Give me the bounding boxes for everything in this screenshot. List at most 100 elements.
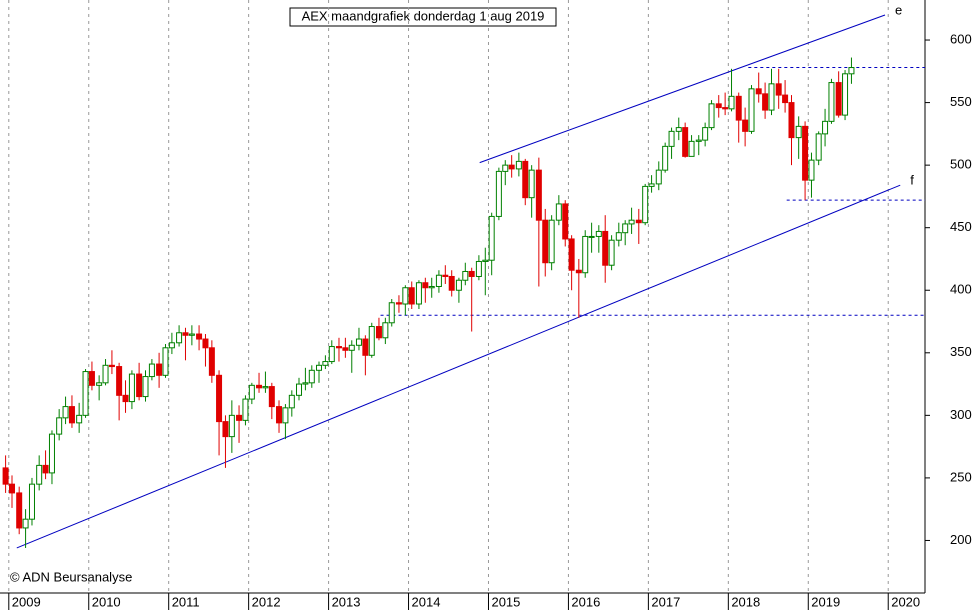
candle-body [408,287,415,305]
candle-body [308,369,315,384]
candle-body [148,363,155,378]
candle-body [236,414,243,421]
candle-body [508,164,515,170]
x-tick-label: 2012 [252,594,281,609]
candle-body [662,145,669,171]
candle-body [535,169,542,221]
candle-body [488,215,495,261]
candle-body [682,127,689,157]
candle-body [48,433,55,474]
candle-body [342,347,349,351]
candle-body [675,127,682,132]
candle-body [635,219,642,224]
candle-body [76,414,83,424]
y-tick-label: 350 [950,344,972,359]
candle-body [202,338,209,349]
y-tick-label: 200 [950,532,972,547]
copyright: © ADN Beursanalyse [10,569,132,584]
candle-body [142,376,149,398]
candle-body [248,384,255,400]
x-tick-label: 2015 [491,594,520,609]
candle-body [588,235,595,238]
candle-body [648,183,655,187]
candle-body [608,239,615,266]
candle-body [128,373,135,403]
candle-body [375,326,382,339]
candle-body [602,230,609,266]
candle-body [788,102,795,139]
candle-body [482,259,489,262]
candle-body [795,125,802,139]
candle-body [695,139,702,142]
chart-title: AEX maandgrafiek donderdag 1 aug 2019 [302,8,545,23]
candle-body [162,347,169,376]
candle-body [156,363,163,376]
candle-body [208,347,215,376]
candle-body [88,371,95,386]
candle-body [42,464,49,474]
candle-body [728,95,735,110]
title-box [289,7,557,27]
candle-body [808,159,815,181]
candle-body [828,82,835,122]
candle-body [815,133,822,161]
y-tick-label: 250 [950,469,972,484]
candle-body [315,364,322,371]
candle-body [56,417,63,435]
candle-body [168,342,175,349]
candle-body [388,302,395,324]
candle-body [555,203,562,221]
x-tick-label: 2009 [12,594,41,609]
candle-body [256,384,263,389]
candle-body [448,275,455,291]
trend-label: f [910,173,914,188]
x-tick-label: 2019 [811,594,840,609]
candle-body [442,274,449,277]
candle-body [122,394,129,403]
candle-body [196,333,203,340]
candle-body [422,282,429,289]
candle-body [782,94,789,104]
y-tick-label: 600 [950,31,972,46]
candle-body [835,82,842,116]
candle-body [595,230,602,237]
x-tick-label: 2020 [891,594,920,609]
candle-body [188,333,195,336]
trend-label: e [895,2,902,17]
candle-body [748,88,755,132]
candle-body [722,107,729,110]
candle-body [495,170,502,217]
candle-body [768,83,775,111]
candle-body [62,406,69,419]
candle-body [302,382,309,385]
candle-body [355,338,362,346]
candle-body [368,326,375,356]
y-tick-label: 550 [950,94,972,109]
candle-body [362,338,369,356]
x-tick-label: 2014 [412,594,441,609]
candle-body [328,346,335,363]
candle-body [715,103,722,109]
candle-body [515,160,522,170]
candle-body [688,140,695,157]
candle-body [348,344,355,351]
candle-body [428,285,435,289]
candle-body [615,232,622,241]
candle-body [842,73,849,116]
candle-body [108,364,115,368]
candle-body [562,203,569,240]
candle-body [575,269,582,274]
candle-body [296,383,303,396]
candle-body [435,274,442,287]
candle-body [176,332,183,344]
candle-body [228,414,235,438]
candle-body [322,361,329,366]
candle-body [468,270,475,277]
candle-body [415,282,422,305]
candle-body [402,287,409,305]
x-tick-label: 2018 [731,594,760,609]
candle-body [775,83,782,96]
candle-body [568,238,575,271]
